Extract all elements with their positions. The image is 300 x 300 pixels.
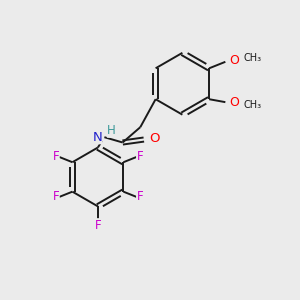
Text: F: F xyxy=(94,219,101,232)
Text: F: F xyxy=(52,150,59,164)
Text: F: F xyxy=(137,150,143,164)
Text: F: F xyxy=(52,190,59,203)
Text: O: O xyxy=(149,133,160,146)
Text: N: N xyxy=(92,131,102,144)
Text: CH₃: CH₃ xyxy=(244,53,262,63)
Text: O: O xyxy=(229,96,239,109)
Text: F: F xyxy=(137,190,143,203)
Text: O: O xyxy=(229,54,239,67)
Text: H: H xyxy=(107,124,116,137)
Text: CH₃: CH₃ xyxy=(244,100,262,110)
